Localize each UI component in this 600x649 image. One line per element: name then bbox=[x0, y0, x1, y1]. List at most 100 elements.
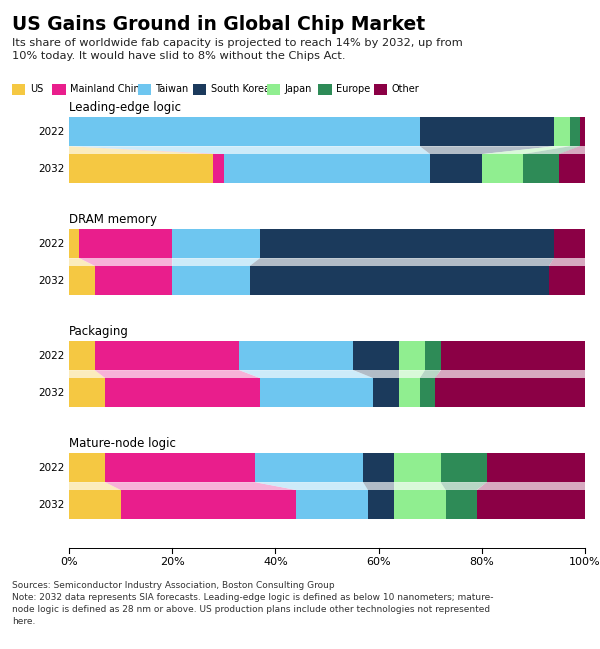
Polygon shape bbox=[69, 482, 121, 490]
Bar bbox=[137, 84, 151, 95]
Text: 2032: 2032 bbox=[38, 276, 65, 286]
Polygon shape bbox=[172, 258, 260, 266]
Bar bbox=[296, 490, 368, 519]
Polygon shape bbox=[436, 370, 585, 378]
Bar bbox=[239, 341, 353, 370]
Text: 0%: 0% bbox=[60, 557, 78, 567]
Bar bbox=[394, 453, 440, 482]
Bar bbox=[69, 266, 95, 295]
Polygon shape bbox=[523, 146, 580, 154]
Polygon shape bbox=[69, 146, 430, 154]
Polygon shape bbox=[79, 258, 172, 266]
Polygon shape bbox=[476, 482, 585, 490]
Text: 80%: 80% bbox=[469, 557, 494, 567]
Bar bbox=[363, 453, 394, 482]
Bar bbox=[368, 490, 394, 519]
Bar bbox=[69, 229, 79, 258]
Text: Mature-node logic: Mature-node logic bbox=[69, 437, 176, 450]
Text: 2022: 2022 bbox=[38, 127, 65, 137]
Bar bbox=[69, 378, 105, 407]
Bar bbox=[373, 378, 399, 407]
Text: South Korea: South Korea bbox=[211, 84, 270, 94]
Bar bbox=[260, 378, 373, 407]
Polygon shape bbox=[239, 370, 373, 378]
Bar bbox=[250, 266, 549, 295]
Text: Leading-edge logic: Leading-edge logic bbox=[69, 101, 181, 114]
Bar bbox=[420, 378, 436, 407]
Polygon shape bbox=[95, 370, 260, 378]
Bar bbox=[69, 154, 214, 183]
Text: 100%: 100% bbox=[569, 557, 600, 567]
Polygon shape bbox=[549, 258, 585, 266]
Bar bbox=[440, 453, 487, 482]
Bar bbox=[260, 229, 554, 258]
Text: US Gains Ground in Global Chip Market: US Gains Ground in Global Chip Market bbox=[12, 15, 425, 34]
Bar bbox=[569, 117, 580, 146]
Bar bbox=[105, 453, 255, 482]
Text: Sources: Semiconductor Industry Association, Boston Consulting Group
Note: 2032 : Sources: Semiconductor Industry Associat… bbox=[12, 581, 493, 626]
Text: 2022: 2022 bbox=[38, 463, 65, 472]
Polygon shape bbox=[353, 370, 399, 378]
Polygon shape bbox=[250, 258, 554, 266]
Bar bbox=[69, 117, 420, 146]
Polygon shape bbox=[399, 370, 425, 378]
Polygon shape bbox=[559, 146, 585, 154]
Text: 2032: 2032 bbox=[38, 500, 65, 509]
Text: 2022: 2022 bbox=[38, 350, 65, 361]
Bar bbox=[69, 490, 121, 519]
Polygon shape bbox=[394, 482, 446, 490]
Bar bbox=[554, 229, 585, 258]
Bar bbox=[319, 84, 332, 95]
Text: DRAM memory: DRAM memory bbox=[69, 213, 157, 226]
Text: Japan: Japan bbox=[285, 84, 312, 94]
Polygon shape bbox=[105, 482, 296, 490]
Bar bbox=[549, 266, 585, 295]
Text: US: US bbox=[30, 84, 43, 94]
Bar bbox=[95, 266, 172, 295]
Bar bbox=[446, 490, 476, 519]
Bar bbox=[224, 154, 430, 183]
Polygon shape bbox=[440, 482, 487, 490]
Text: 2032: 2032 bbox=[38, 387, 65, 398]
Bar bbox=[476, 490, 585, 519]
Bar bbox=[559, 154, 585, 183]
Bar bbox=[69, 341, 95, 370]
Bar bbox=[399, 341, 425, 370]
Polygon shape bbox=[69, 146, 214, 154]
Polygon shape bbox=[363, 482, 394, 490]
Bar bbox=[95, 341, 239, 370]
Bar bbox=[554, 117, 569, 146]
Bar bbox=[12, 84, 25, 95]
Bar bbox=[121, 490, 296, 519]
Bar bbox=[399, 378, 420, 407]
Bar bbox=[172, 266, 250, 295]
Text: 20%: 20% bbox=[160, 557, 185, 567]
Polygon shape bbox=[69, 370, 105, 378]
Bar bbox=[436, 378, 585, 407]
Bar bbox=[79, 229, 172, 258]
Bar bbox=[353, 341, 399, 370]
Bar bbox=[430, 154, 482, 183]
Bar bbox=[105, 378, 260, 407]
Text: Europe: Europe bbox=[337, 84, 371, 94]
Bar bbox=[580, 117, 585, 146]
Text: 60%: 60% bbox=[366, 557, 391, 567]
Bar bbox=[267, 84, 280, 95]
Bar bbox=[487, 453, 585, 482]
Bar bbox=[523, 154, 559, 183]
Polygon shape bbox=[420, 146, 554, 154]
Bar bbox=[482, 154, 523, 183]
Bar bbox=[420, 117, 554, 146]
Polygon shape bbox=[420, 370, 440, 378]
Text: Taiwan: Taiwan bbox=[155, 84, 189, 94]
Polygon shape bbox=[69, 258, 95, 266]
Text: 40%: 40% bbox=[263, 557, 288, 567]
Polygon shape bbox=[255, 482, 368, 490]
Text: Packaging: Packaging bbox=[69, 324, 129, 338]
Polygon shape bbox=[482, 146, 569, 154]
Text: 2032: 2032 bbox=[38, 164, 65, 174]
Bar bbox=[52, 84, 65, 95]
Bar bbox=[374, 84, 387, 95]
Text: 2022: 2022 bbox=[38, 239, 65, 249]
Bar bbox=[193, 84, 206, 95]
